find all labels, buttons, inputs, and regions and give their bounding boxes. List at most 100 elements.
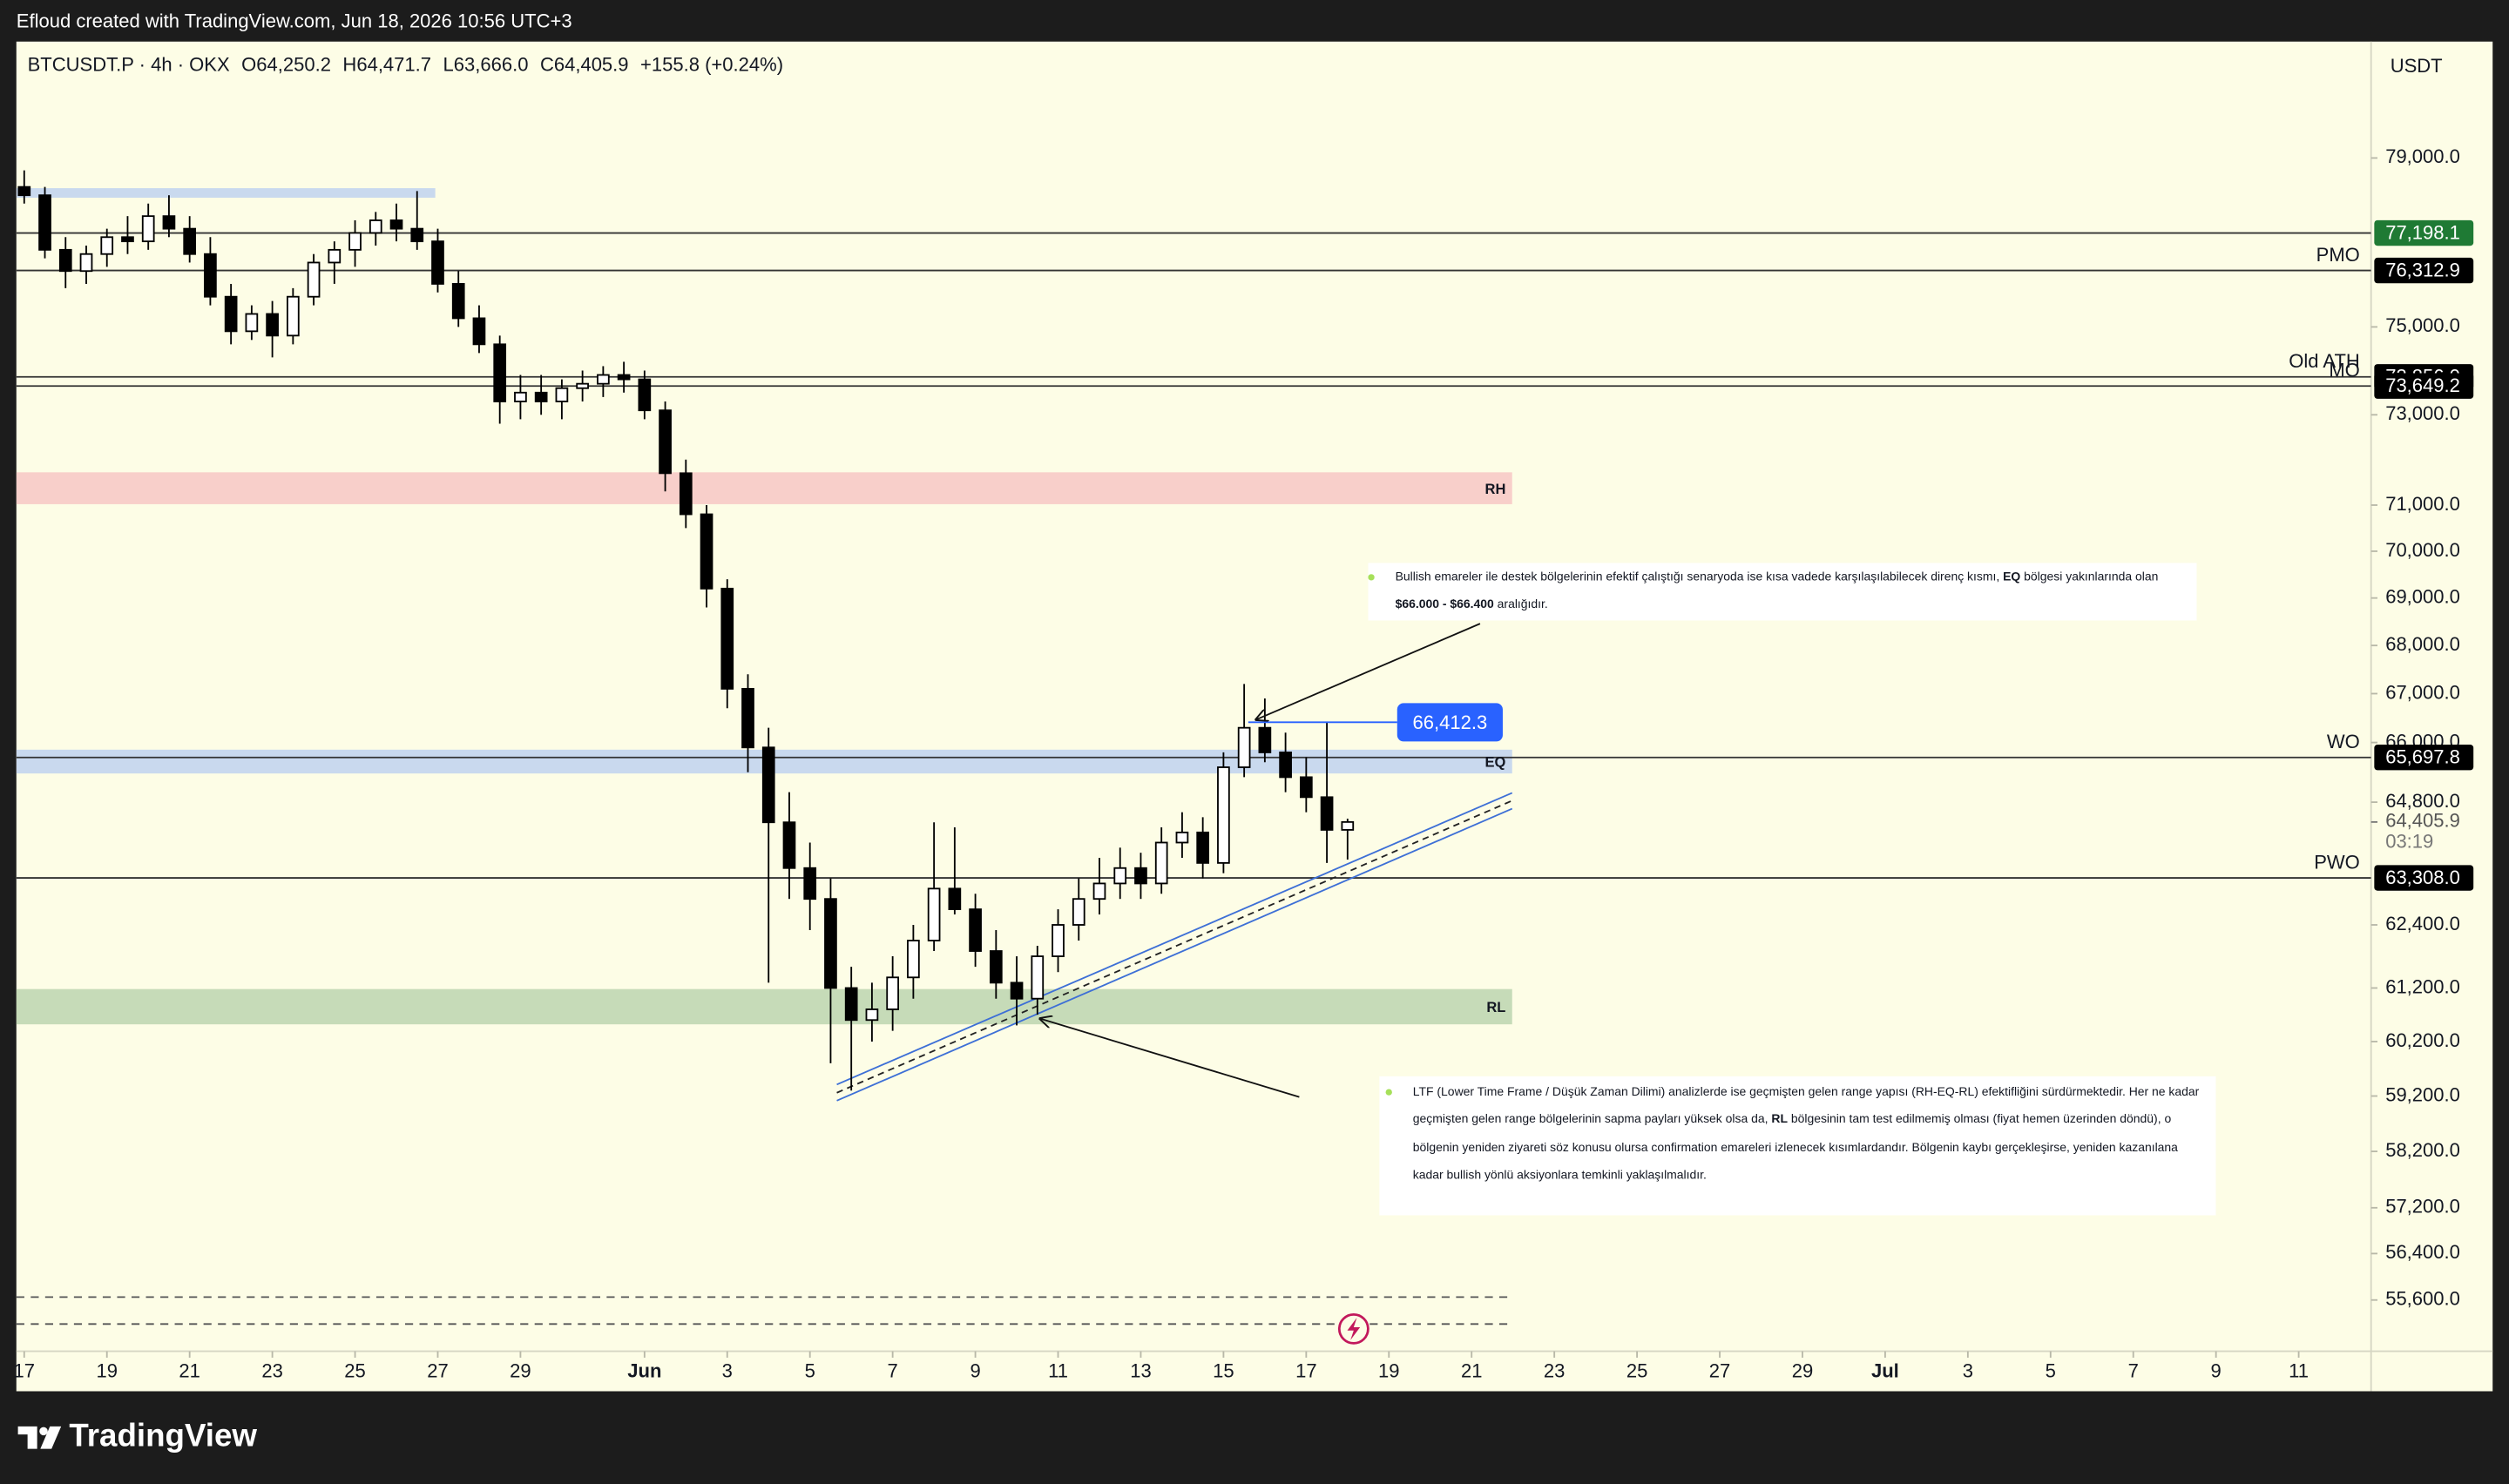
annotation: Bullish emareler ile destek bölgelerinin… — [1368, 563, 2197, 621]
candle-body — [348, 232, 362, 251]
bullet — [1385, 1089, 1392, 1096]
candle-body — [1237, 726, 1251, 768]
annotation-run: $66.000 - $66.400 — [1395, 597, 1494, 612]
candle-body — [617, 374, 631, 381]
level-label: 65,697.8 — [2385, 745, 2460, 767]
annotation-box: Bullish emareler ile destek bölgelerinin… — [1368, 563, 2197, 621]
brand-name: TradingView — [69, 1417, 257, 1453]
y-tick-label: 69,000.0 — [2385, 585, 2460, 607]
candle-body — [79, 253, 93, 273]
zone-label: EQ — [1485, 754, 1506, 771]
x-tick-label: Jun — [627, 1359, 661, 1381]
candle-body — [1175, 831, 1189, 844]
x-tick-label: 19 — [96, 1359, 117, 1381]
candle-body — [1299, 776, 1313, 799]
x-tick-label: 19 — [1378, 1359, 1399, 1381]
x-tick-label: 27 — [1709, 1359, 1731, 1381]
candle-body — [266, 313, 279, 337]
candle-body — [451, 283, 465, 320]
annotation-box: LTF (Lower Time Frame / Düşük Zaman Dili… — [1379, 1076, 2216, 1216]
candle-body — [1279, 752, 1292, 779]
candle-body — [638, 378, 652, 412]
candle-body — [679, 472, 693, 516]
candle-body — [100, 236, 114, 255]
brand-logo — [17, 1426, 62, 1449]
candle-body — [534, 391, 548, 402]
candle-body — [782, 821, 796, 869]
level-name: PMO — [2316, 244, 2360, 266]
x-tick-label: 11 — [1048, 1359, 1068, 1381]
header-text: Efloud created with TradingView.com, Jun… — [17, 10, 572, 32]
level-label-bg — [2374, 745, 2474, 771]
legend-change: +155.8 (+0.24%) — [640, 53, 783, 75]
price-box-label: 66,412.3 — [1413, 712, 1488, 733]
x-tick-label: 9 — [970, 1359, 980, 1381]
y-tick-label: 58,200.0 — [2385, 1139, 2460, 1161]
level-label: 76,312.9 — [2385, 259, 2460, 280]
candle-body — [1092, 882, 1106, 901]
y-tick-label: 67,000.0 — [2385, 681, 2460, 703]
level-label: 63,308.0 — [2385, 867, 2460, 888]
candle-body — [1072, 898, 1085, 926]
price-box — [1397, 703, 1503, 742]
legend: BTCUSDT.P · 4h · OKX O64,250.2 H64,471.7… — [28, 53, 783, 75]
candle-body — [514, 391, 527, 402]
annotation-run: Bullish emareler ile destek bölgelerinin… — [1395, 569, 2004, 584]
candle-body — [1031, 955, 1045, 1000]
level-label-bg — [2374, 219, 2474, 246]
zone — [16, 472, 1512, 504]
level-name: WO — [2327, 731, 2360, 752]
y-tick-label: 75,000.0 — [2385, 314, 2460, 336]
x-tick-label: 25 — [1626, 1359, 1648, 1381]
zone — [16, 988, 1512, 1025]
candle-body — [969, 908, 982, 952]
x-tick-label: 3 — [1963, 1359, 1973, 1381]
y-tick-label: 70,000.0 — [2385, 539, 2460, 561]
level-label-bg — [2374, 865, 2474, 891]
candle-body — [576, 382, 589, 389]
channel-line — [836, 807, 1513, 1102]
x-tick-label: 13 — [1130, 1359, 1152, 1381]
candle-body — [1134, 867, 1147, 885]
candle-body — [58, 248, 72, 273]
candle-body — [989, 950, 1003, 984]
y-tick-label: 59,200.0 — [2385, 1083, 2460, 1105]
candle-body — [389, 219, 403, 230]
level-name: MO — [2329, 360, 2359, 381]
y-tick-label: 73,000.0 — [2385, 402, 2460, 424]
candle-body — [720, 587, 734, 690]
y-tick-label: 62,400.0 — [2385, 913, 2460, 934]
candle-body — [1341, 820, 1355, 831]
current-price-label: 64,405.9 — [2385, 810, 2460, 832]
candle-body — [1052, 924, 1065, 957]
annotation-arrow — [1040, 1019, 1300, 1098]
x-tick-label: 9 — [2211, 1359, 2222, 1381]
plot-area — [16, 170, 2371, 1325]
candle-body — [245, 313, 259, 333]
legend-close: C64,405.9 — [540, 53, 629, 75]
x-tick-label: 17 — [14, 1359, 35, 1381]
candle-body — [907, 940, 920, 979]
candle-body — [659, 409, 672, 475]
candle-body — [886, 976, 899, 1010]
y-tick-label: 68,000.0 — [2385, 633, 2460, 655]
y-tick-label: 64,800.0 — [2385, 790, 2460, 812]
x-tick-label: 5 — [2046, 1359, 2056, 1381]
annotation-run: bölgesinin tam test edilmemiş olması (fi… — [1412, 1111, 2178, 1183]
candle-body — [493, 343, 507, 402]
y-tick-label: 60,200.0 — [2385, 1029, 2460, 1051]
alert-icon — [1337, 1312, 1369, 1345]
y-unit: USDT — [2391, 55, 2443, 77]
candle-body — [1154, 841, 1168, 885]
x-tick-label: 23 — [1544, 1359, 1565, 1381]
annotation-run: LTF (Lower Time Frame / Düşük Zaman Dili… — [1412, 1083, 2200, 1127]
candle-body — [1217, 766, 1230, 864]
candle-body — [328, 248, 342, 264]
candle-body — [287, 295, 300, 337]
candle-body — [803, 867, 817, 901]
candle-body — [555, 387, 569, 402]
legend-low: L63,666.0 — [443, 53, 529, 75]
candle-body — [1010, 981, 1024, 1000]
candle-body — [844, 987, 858, 1022]
